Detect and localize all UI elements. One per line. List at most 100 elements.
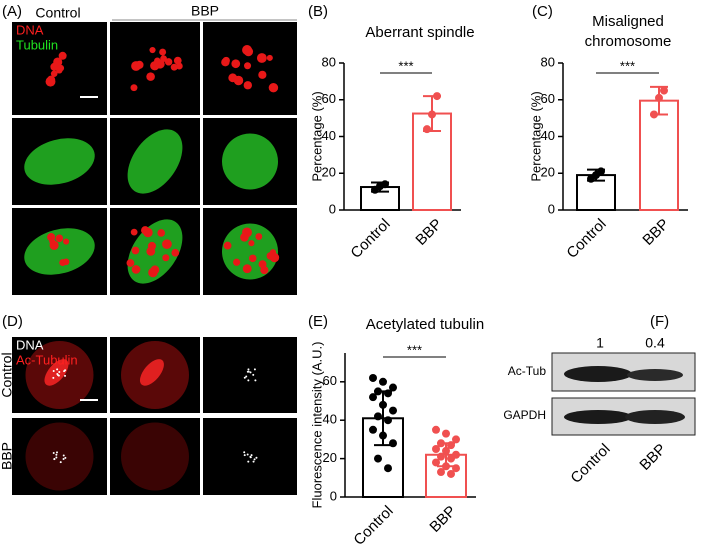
significance-label: *** xyxy=(620,58,635,73)
data-point xyxy=(369,373,377,382)
chromosome xyxy=(228,73,238,83)
chromosome xyxy=(243,454,246,457)
chart-title: chromosome xyxy=(585,33,672,50)
data-point xyxy=(428,110,436,119)
chromosome xyxy=(64,456,67,459)
y-axis-label: Fluorescence intensity (A.U.) xyxy=(309,342,324,509)
channel-label: DNA xyxy=(16,22,44,37)
chromosome xyxy=(50,70,58,77)
chromosome xyxy=(243,47,254,57)
chromosome xyxy=(157,229,166,237)
chromosome xyxy=(52,452,55,455)
chromosome xyxy=(258,260,267,269)
chromosome xyxy=(246,370,249,373)
micrograph xyxy=(203,337,297,413)
chromosome xyxy=(173,56,182,65)
chromosome xyxy=(256,53,267,63)
chromosome xyxy=(159,48,167,56)
chromosome xyxy=(242,264,252,274)
y-tick-label: 0 xyxy=(330,488,337,503)
column-label: BBP xyxy=(191,3,219,19)
chromosome xyxy=(253,458,256,461)
category-label: Control xyxy=(350,503,396,549)
chromosome xyxy=(62,258,70,266)
spindle xyxy=(127,129,183,194)
data-point xyxy=(374,412,382,421)
chromosome xyxy=(64,369,67,372)
y-tick-label: 80 xyxy=(541,54,555,69)
micrograph-grid xyxy=(12,337,297,495)
chromosome xyxy=(248,254,257,263)
data-point xyxy=(433,92,441,101)
chromosome xyxy=(150,61,160,71)
row-label: Control xyxy=(0,352,15,397)
chromosome xyxy=(258,70,267,79)
chromosome xyxy=(130,84,138,92)
chromosome xyxy=(57,374,60,377)
data-point xyxy=(389,439,397,448)
chromosome xyxy=(255,456,258,459)
row-label: BBP xyxy=(0,442,15,470)
data-point xyxy=(369,425,377,434)
chromosome xyxy=(170,63,178,71)
chromosome xyxy=(223,241,232,250)
category-label: Control xyxy=(567,441,613,487)
significance-label: *** xyxy=(407,342,422,357)
chart-title: Misaligned xyxy=(592,13,664,30)
chromosome xyxy=(149,46,156,54)
chromosome xyxy=(52,376,55,379)
data-point xyxy=(423,125,431,134)
spindle xyxy=(222,133,278,190)
chromosome xyxy=(55,234,63,243)
chromosome xyxy=(162,254,170,262)
chromosome xyxy=(131,265,141,274)
band-label: GAPDH xyxy=(503,408,546,422)
spindle xyxy=(24,228,95,275)
category-label: BBP xyxy=(639,216,672,249)
chromosome xyxy=(141,226,150,235)
data-point xyxy=(384,389,392,398)
y-tick-label: 40 xyxy=(541,128,555,143)
panel-label: (D) xyxy=(2,313,23,330)
chromosome xyxy=(63,238,70,245)
chromosome xyxy=(130,228,138,236)
data-point xyxy=(452,464,460,473)
y-axis-label: Percentage (%) xyxy=(309,91,324,181)
y-tick-label: 20 xyxy=(322,165,336,180)
oocyte xyxy=(25,422,94,491)
data-point xyxy=(447,469,455,478)
data-point xyxy=(442,462,450,471)
data-point xyxy=(437,468,445,477)
chromosome xyxy=(243,81,252,90)
data-point xyxy=(379,377,387,386)
category-label: BBP xyxy=(636,441,669,474)
chromosome xyxy=(246,453,249,456)
micrograph-grid xyxy=(12,22,297,295)
chromosome xyxy=(53,57,63,67)
chromosome xyxy=(255,233,263,240)
chromosome xyxy=(146,72,155,81)
column-label: Control xyxy=(35,5,80,21)
chromosome xyxy=(243,451,246,454)
y-tick-label: 60 xyxy=(541,91,555,106)
blot-band xyxy=(564,366,632,382)
chromosome xyxy=(248,240,255,247)
category-label: BBP xyxy=(426,503,459,536)
data-point xyxy=(384,416,392,425)
blot-band xyxy=(564,410,632,424)
data-point xyxy=(381,180,389,189)
channel-label: Ac-Tubulin xyxy=(16,352,78,367)
chromosome xyxy=(247,368,250,371)
data-point xyxy=(384,464,392,473)
y-tick-label: 20 xyxy=(541,165,555,180)
micrograph xyxy=(203,22,297,115)
data-point xyxy=(374,387,382,396)
chromosome xyxy=(55,453,58,456)
chromosome xyxy=(45,76,56,87)
ratio-label: 1 xyxy=(596,335,604,351)
y-axis-label: Percentage (%) xyxy=(528,91,543,181)
oocyte xyxy=(121,422,189,491)
chromosome xyxy=(55,456,58,459)
band-label: Ac-Tub xyxy=(508,364,547,378)
